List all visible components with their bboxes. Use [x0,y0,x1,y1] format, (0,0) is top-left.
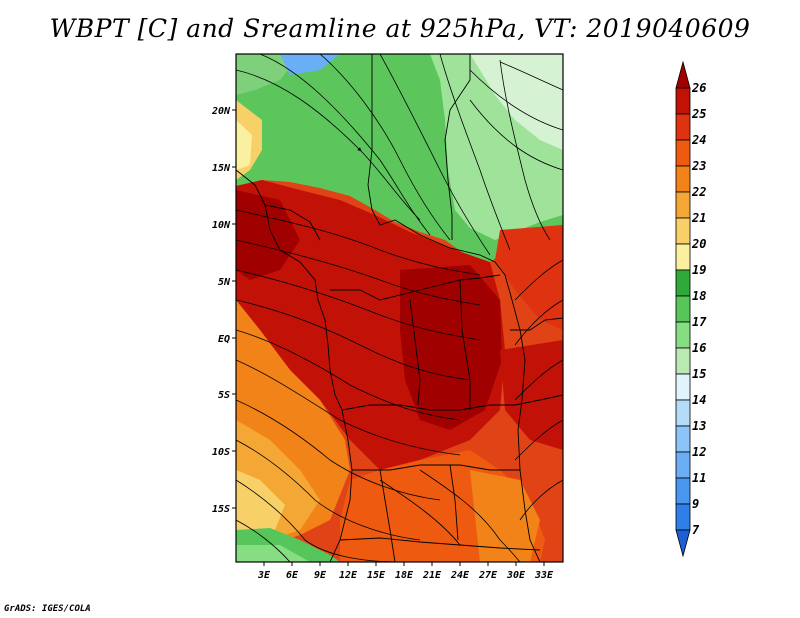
colorbar-bin [675,347,691,375]
colorbar-bin [675,139,691,167]
colorbar-label: 9 [692,497,699,511]
colorbar-bin [675,217,691,245]
colorbar-bin [675,373,691,401]
colorbar-label: 16 [692,341,706,355]
colorbar-label: 26 [691,81,706,95]
lon-labels: 3E 6E 9E 12E 15E 18E 21E 24E 27E 30E 33E [257,570,554,581]
lon-label-18e: 18E [395,570,414,581]
lon-label-9e: 9E [314,570,327,581]
colorbar-bin [675,477,691,505]
temperature-field [236,54,563,562]
lat-label-5n: 5N [218,277,231,288]
lat-label-20n: 20N [211,106,231,117]
colorbar-bin [675,113,691,141]
colorbar-label: 18 [692,289,706,303]
colorbar-label: 19 [692,263,706,277]
colorbar-label: 22 [691,185,706,199]
colorbar-bin [675,165,691,193]
colorbar [675,60,691,558]
colorbar-label: 15 [692,367,706,381]
colorbar-bin [675,191,691,219]
credit-text: GrADS: IGES/COLA [4,604,91,614]
colorbar-bin [675,295,691,323]
lon-label-30e: 30E [506,570,526,581]
colorbar-bin [675,87,691,115]
colorbar-bin [675,399,691,427]
colorbar-label: 11 [692,471,706,485]
lat-label-5s: 5S [218,390,230,401]
country-borders [236,54,563,562]
lat-labels: 20N 15N 10N 5N EQ 5S 10S 15S [211,106,231,515]
colorbar-bin [675,243,691,271]
lon-label-15e: 15E [367,570,386,581]
colorbar-label: 20 [691,237,706,251]
colorbar-bin [675,451,691,479]
colorbar-label: 24 [691,133,706,147]
lat-axis [232,109,236,509]
colorbar-label: 23 [691,159,706,173]
lon-label-21e: 21E [422,570,442,581]
colorbar-label: 12 [692,445,706,459]
colorbar-bin [675,269,691,297]
colorbar-bin [675,425,691,453]
lat-label-15n: 15N [212,163,231,174]
lat-label-eq: EQ [218,334,230,345]
lon-label-33e: 33E [534,570,554,581]
lon-label-12e: 12E [339,570,358,581]
colorbar-label: 21 [691,211,706,225]
colorbar-bin [675,503,691,531]
colorbar-label: 17 [692,315,707,329]
colorbar-label: 25 [691,107,706,121]
colorbar-arrow-bottom [675,529,691,558]
colorbar-label: 7 [692,523,700,537]
lon-label-6e: 6E [286,570,299,581]
lon-label-27e: 27E [478,570,498,581]
colorbar-label: 14 [692,393,706,407]
lon-label-24e: 24E [450,570,470,581]
lon-axis [263,562,545,566]
streamlines [236,54,563,562]
colorbar-arrow-top [675,60,691,89]
lat-label-10n: 10N [212,220,231,231]
lat-label-15s: 15S [212,504,230,515]
map-title: WBPT [C] and Sreamline at 925hPa, VT: 20… [49,14,751,43]
map-frame [235,53,564,563]
colorbar-labels: 26 25 24 23 22 21 20 19 18 17 16 15 14 1… [691,81,707,537]
colorbar-label: 13 [692,419,706,433]
lat-label-10s: 10S [212,447,230,458]
colorbar-bin [675,321,691,349]
lon-label-3e: 3E [257,570,271,581]
